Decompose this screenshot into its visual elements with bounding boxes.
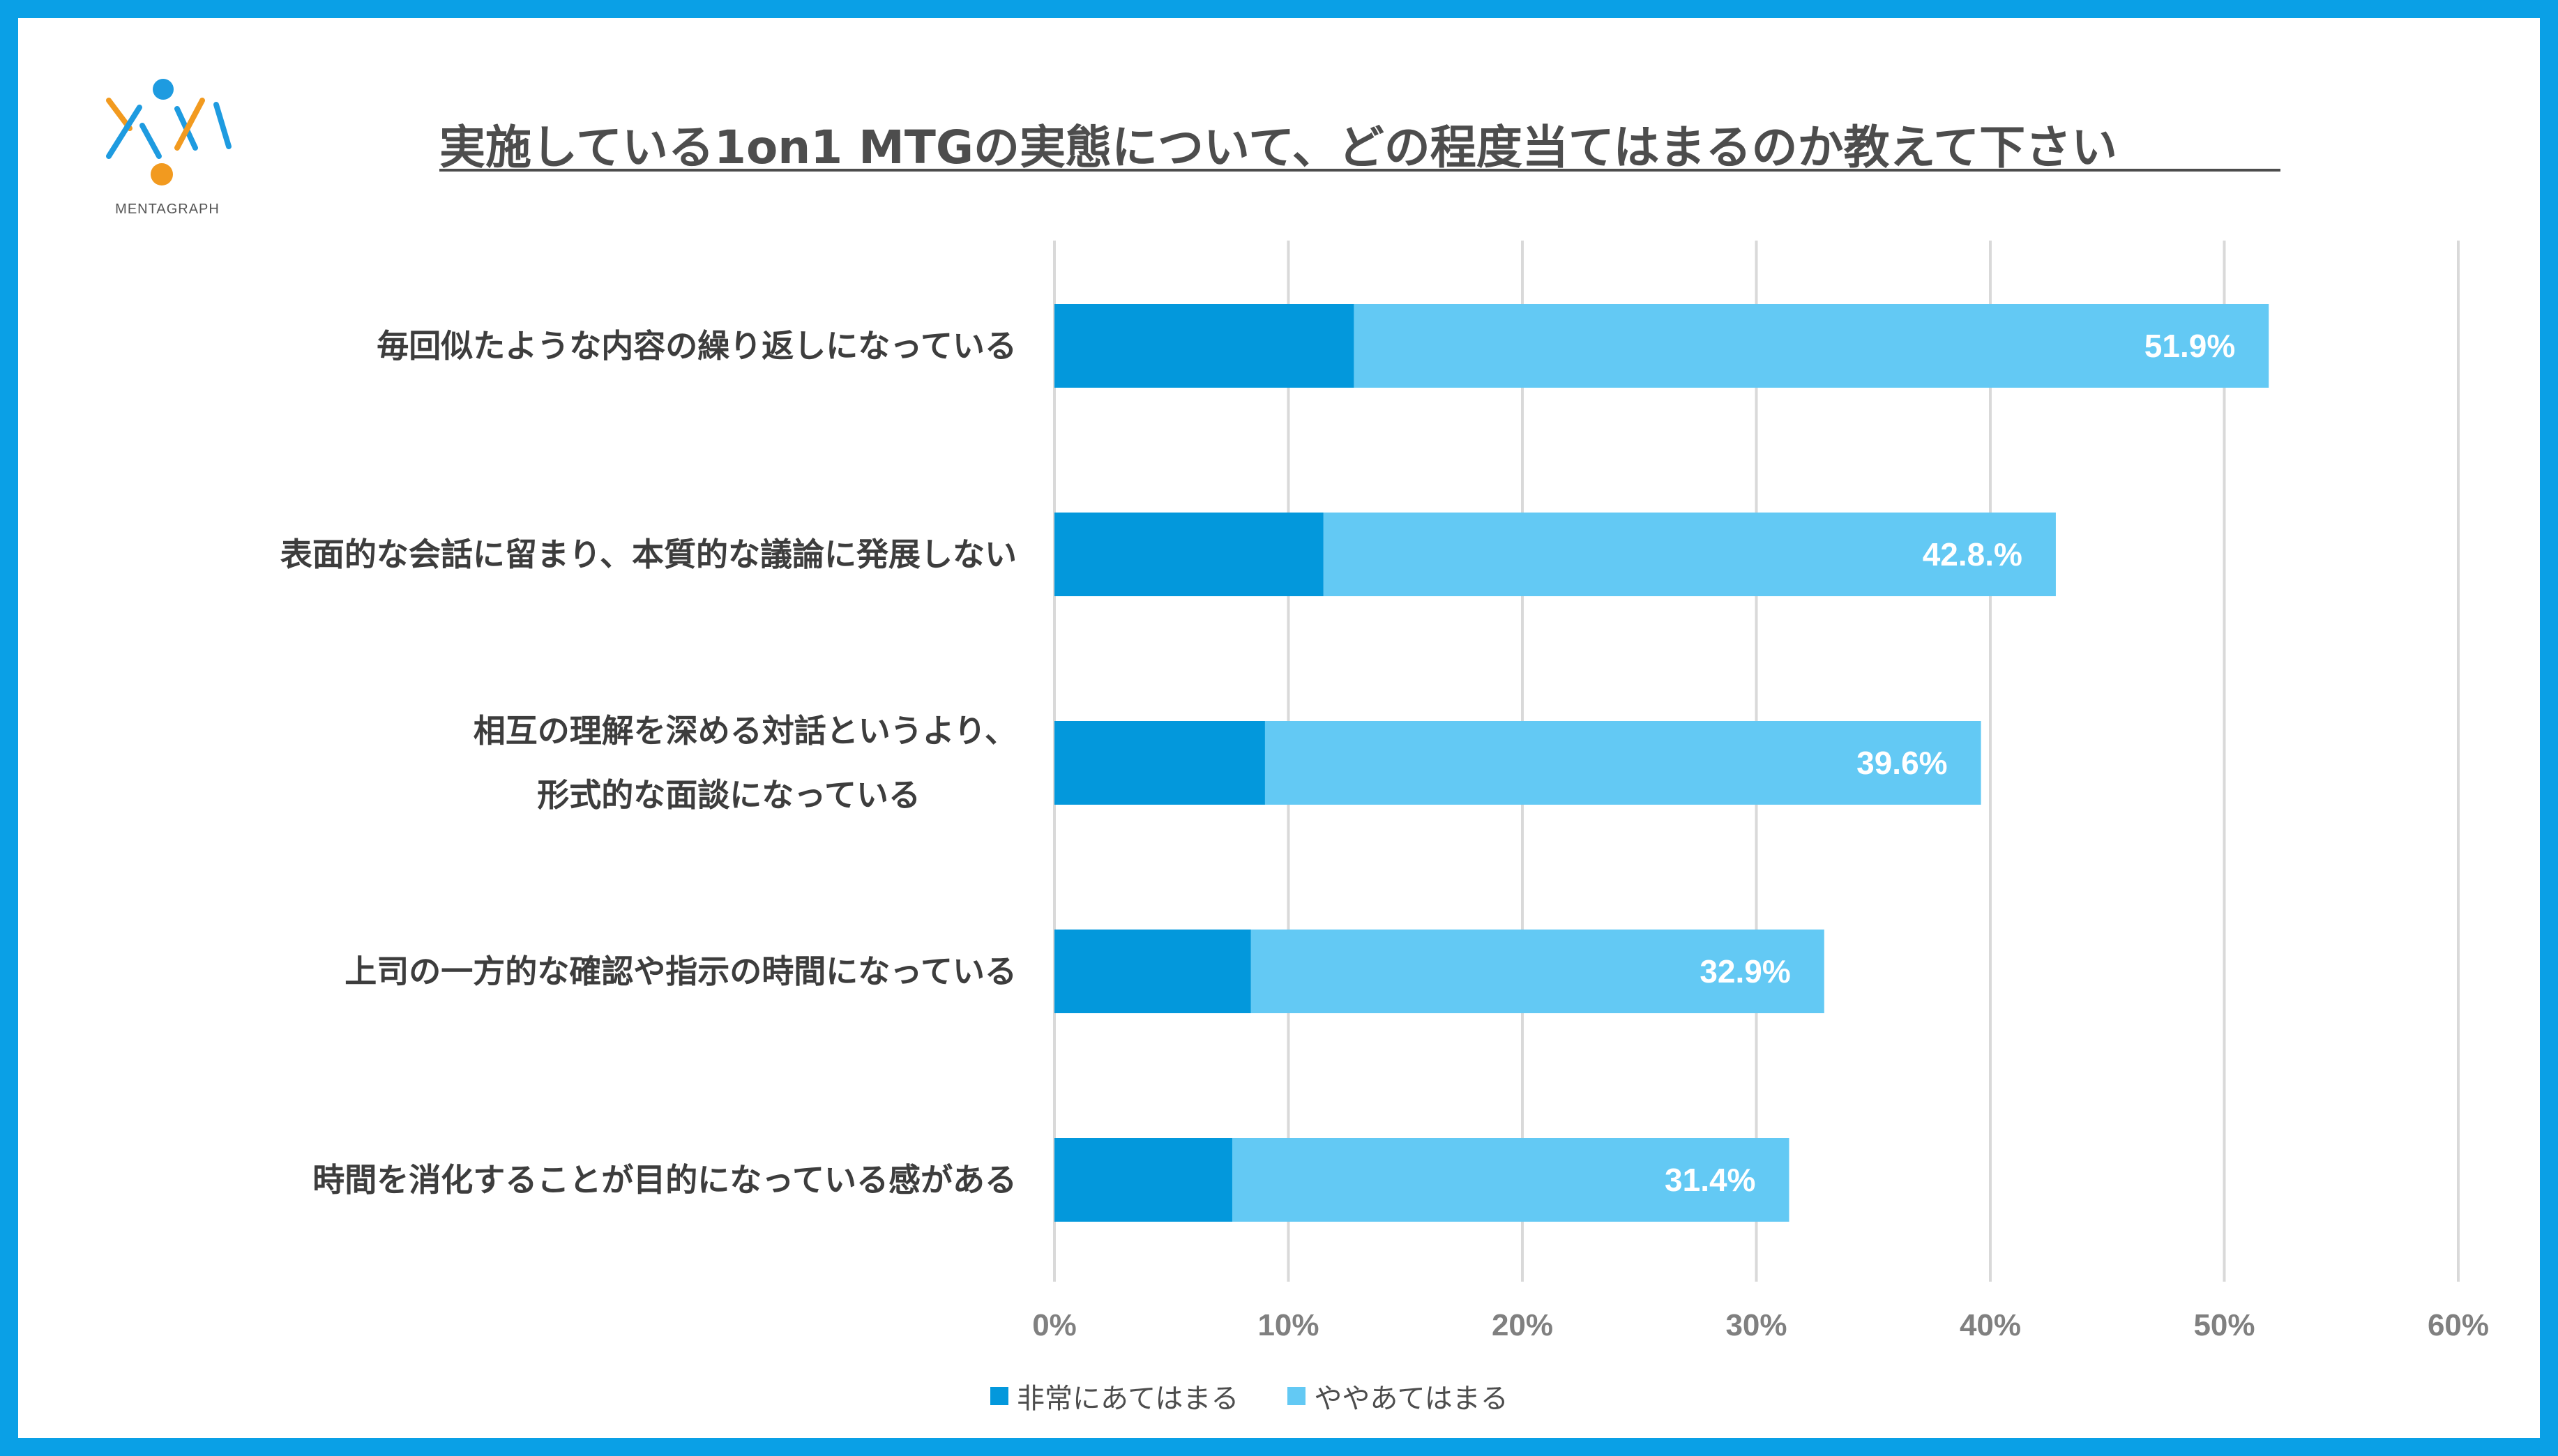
bar-series2-row5 <box>1232 1138 1789 1222</box>
logo-stroke-2 <box>106 105 142 159</box>
data-label-row3: 39.6% <box>1856 745 1947 781</box>
category-label-row3-line1: 相互の理解を深める対話というより、 <box>474 712 1017 750</box>
logo-stroke-6 <box>213 102 232 149</box>
bar-series2-row4 <box>1250 930 1824 1013</box>
logo-stroke-3 <box>139 123 162 159</box>
x-tick-label-10: 10% <box>1257 1308 1319 1342</box>
x-tick-label-60: 60% <box>2428 1308 2489 1342</box>
bar-series2-row1 <box>1354 304 2269 388</box>
logo-stroke-5 <box>174 98 205 151</box>
legend-swatch-series2 <box>1287 1387 1306 1405</box>
data-label-row5: 31.4% <box>1665 1162 1755 1198</box>
x-tick-label-0: 0% <box>1032 1308 1077 1342</box>
category-label-row4: 上司の一方的な確認や指示の時間になっている <box>345 953 1017 990</box>
category-label-row3-line2: 形式的な面談になっている <box>537 776 921 814</box>
legend-item-series2: ややあてはまる <box>1287 1376 1508 1416</box>
logo-dot-bottom <box>151 163 173 185</box>
bar-series1-row2 <box>1054 513 1324 596</box>
bar-series2-row3 <box>1264 721 1981 805</box>
mentagraph-logo <box>106 79 232 185</box>
chart-title: 実施している1on1 MTGの実態について、どの程度当てはまるのか教えて下さい <box>439 121 2118 174</box>
title-underline <box>439 169 2280 172</box>
category-label-row5: 時間を消化することが目的になっている感がある <box>312 1161 1017 1199</box>
bar-series1-row4 <box>1054 930 1251 1013</box>
bar-series1-row3 <box>1054 721 1265 805</box>
x-tick-label-50: 50% <box>2193 1308 2255 1342</box>
data-label-row2: 42.8.% <box>1923 536 2022 572</box>
legend-swatch-series1 <box>990 1387 1008 1405</box>
bar-series1-row1 <box>1054 304 1354 388</box>
category-label-row2: 表面的な会話に留まり、本質的な議論に発展しない <box>280 536 1017 573</box>
data-label-row4: 32.9% <box>1700 953 1790 989</box>
bar-series1-row5 <box>1054 1138 1232 1222</box>
legend-label-series2: ややあてはまる <box>1314 1383 1508 1415</box>
legend-label-series1: 非常にあてはまる <box>1017 1383 1239 1415</box>
category-label-row1: 毎回似たような内容の繰り返しになっている <box>377 327 1017 365</box>
data-label-row1: 51.9% <box>2144 328 2235 364</box>
x-tick-label-40: 40% <box>1960 1308 2021 1342</box>
x-tick-label-20: 20% <box>1492 1308 1553 1342</box>
legend: 非常にあてはまる ややあてはまる <box>990 1375 1557 1417</box>
brand-name: MENTAGRAPH <box>115 202 220 217</box>
legend-item-series1: 非常にあてはまる <box>990 1376 1239 1416</box>
x-tick-label-30: 30% <box>1725 1308 1787 1342</box>
bar-series2-row2 <box>1323 513 2056 596</box>
logo-dot-top <box>153 79 174 100</box>
